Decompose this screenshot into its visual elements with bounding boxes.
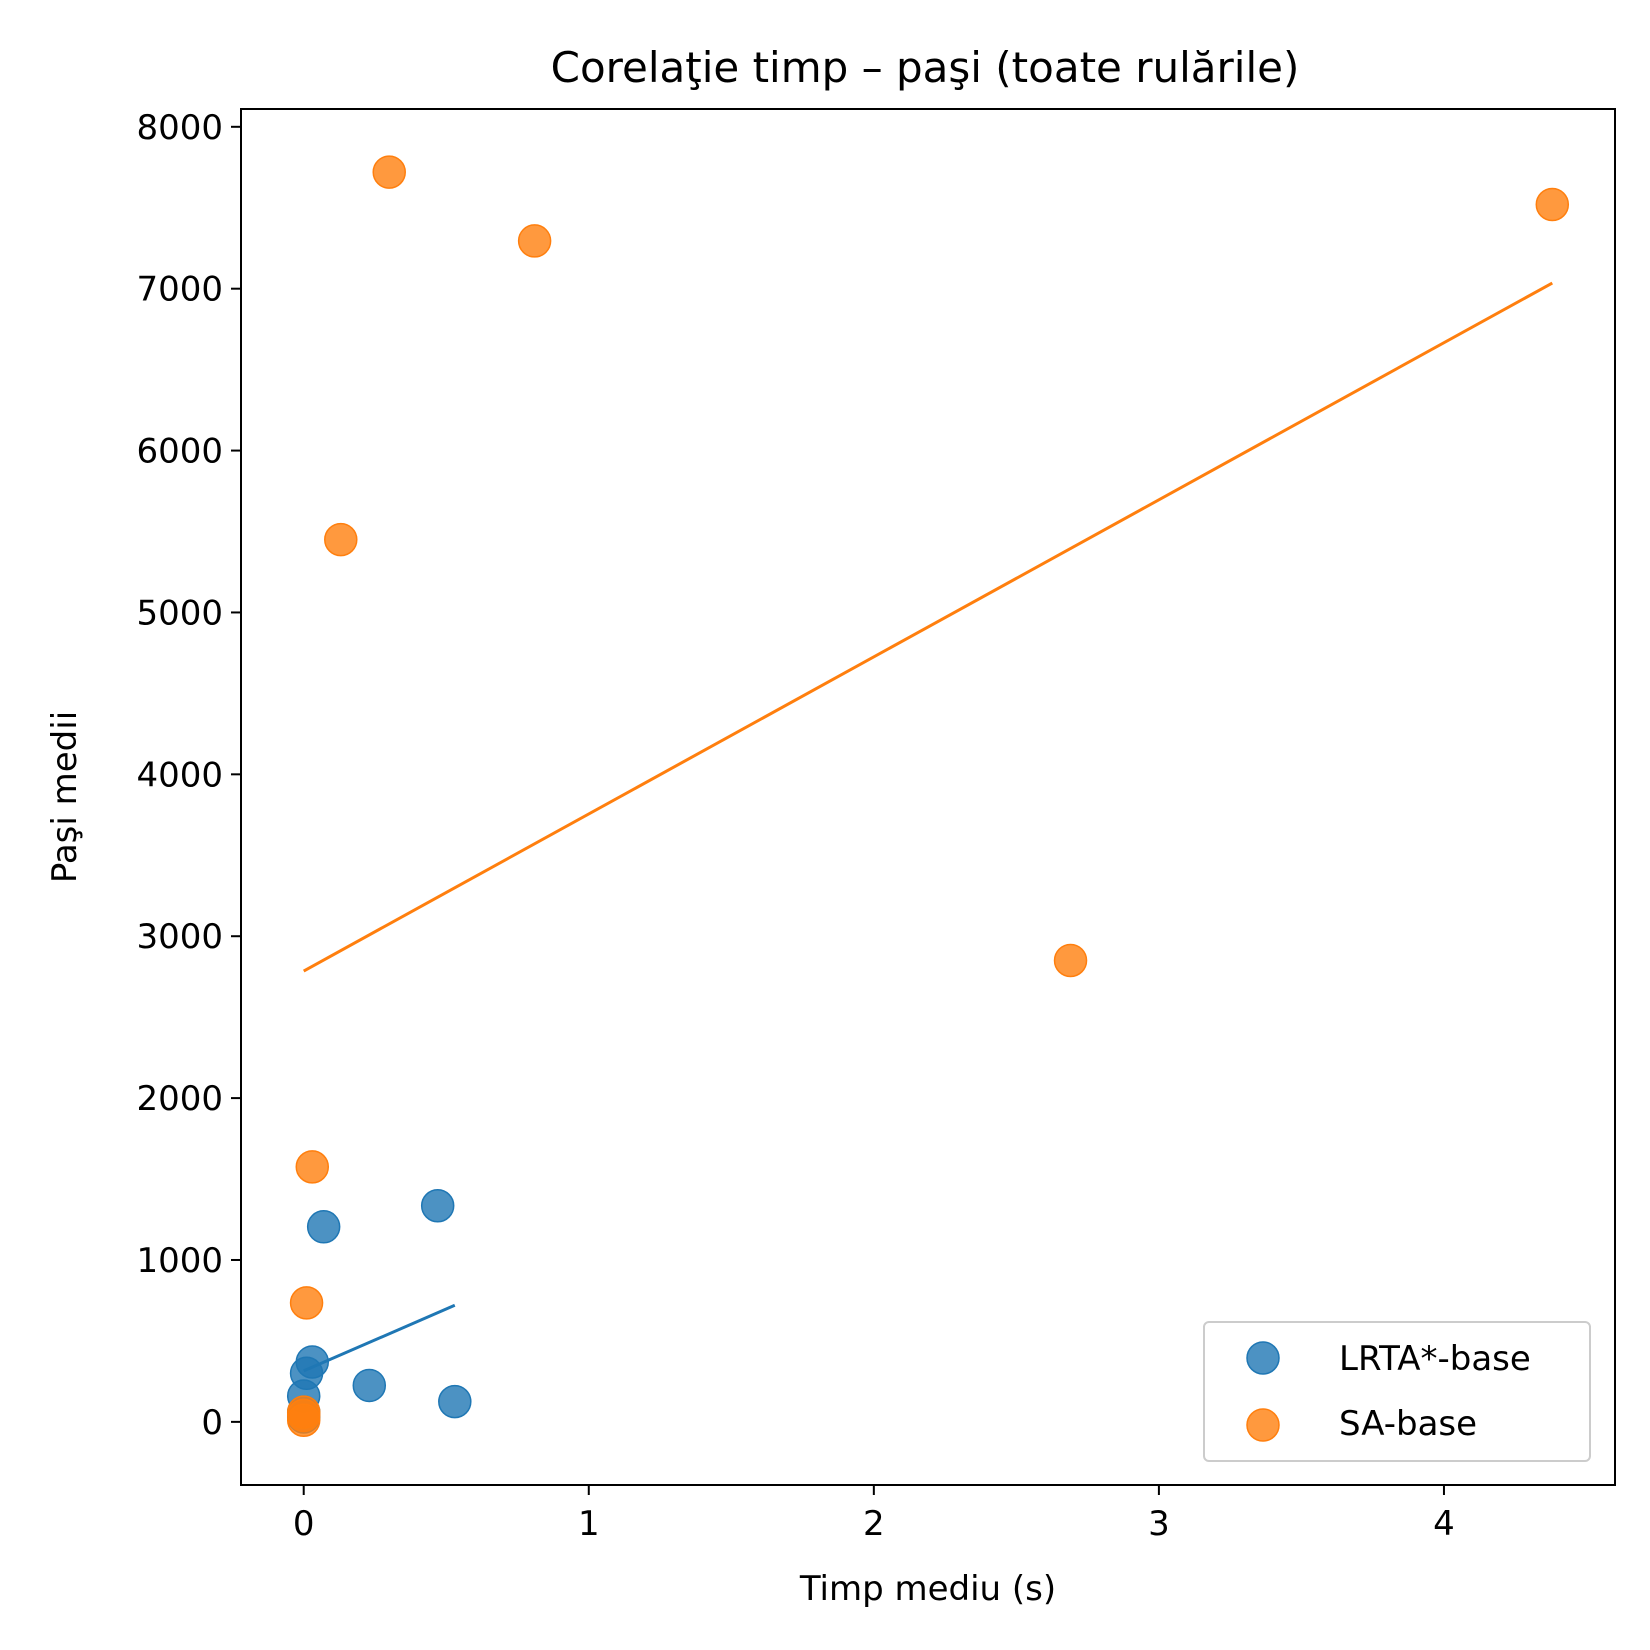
trend-line-sa: [302, 281, 1554, 973]
data-point-sa: [295, 1150, 330, 1184]
x-tick-label: 1: [578, 1504, 600, 1544]
x-tick-label: 0: [293, 1504, 315, 1544]
x-axis-label: Timp mediu (s): [799, 1569, 1056, 1609]
data-point-lrta: [420, 1189, 455, 1223]
legend-frame: [1203, 1321, 1591, 1462]
data-point-sa: [1535, 187, 1570, 222]
y-tick-label: 3000: [136, 917, 223, 957]
legend-marker-sa: [1246, 1408, 1280, 1442]
y-tick-label: 1000: [136, 1241, 223, 1281]
y-tick-label: 0: [201, 1403, 223, 1443]
legend-label-sa: SA-base: [1339, 1404, 1477, 1444]
plot-frame: [240, 108, 1616, 1486]
y-tick-label: 2000: [136, 1079, 223, 1119]
data-point-sa: [372, 155, 406, 189]
y-axis-label: Paşi medii: [45, 711, 85, 883]
x-tick-label: 3: [1148, 1504, 1170, 1544]
legend-label-lrta: LRTA*-base: [1339, 1339, 1531, 1379]
chart-title: Corelaţie timp – paşi (toate rulările): [551, 43, 1300, 92]
data-point-lrta: [352, 1368, 387, 1403]
data-point-sa: [289, 1286, 324, 1320]
legend: LRTA*-base SA-base: [1203, 1321, 1591, 1462]
data-point-sa: [1053, 943, 1088, 978]
legend-marker-lrta: [1246, 1341, 1280, 1375]
data-point-sa: [517, 224, 552, 258]
data-point-sa: [286, 1403, 321, 1437]
y-tick-label: 7000: [136, 270, 223, 310]
data-point-sa: [324, 522, 358, 557]
data-point-lrta: [306, 1210, 341, 1244]
x-tick-label: 4: [1433, 1504, 1455, 1544]
y-axis: 0 1000 2000 3000 4000 5000 6000 7000 8000: [136, 108, 241, 1443]
y-tick-label: 8000: [136, 108, 223, 148]
trend-line-lrta: [303, 1303, 456, 1373]
y-tick-label: 6000: [136, 432, 223, 472]
data-point-lrta: [438, 1384, 472, 1419]
y-tick-label: 4000: [136, 755, 223, 795]
y-tick-label: 5000: [136, 593, 223, 633]
plot-area: [286, 155, 1570, 1437]
x-axis: 0 1 2 3 4: [293, 1485, 1455, 1544]
x-tick-label: 2: [863, 1504, 885, 1544]
